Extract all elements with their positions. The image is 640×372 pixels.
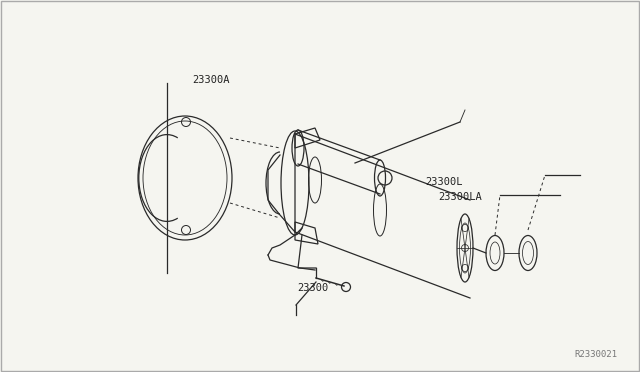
Text: 23300LA: 23300LA [438, 192, 482, 202]
Text: 23300: 23300 [298, 283, 329, 293]
Text: 23300L: 23300L [426, 177, 463, 187]
Text: R2330021: R2330021 [575, 350, 618, 359]
Text: 23300A: 23300A [192, 75, 230, 85]
